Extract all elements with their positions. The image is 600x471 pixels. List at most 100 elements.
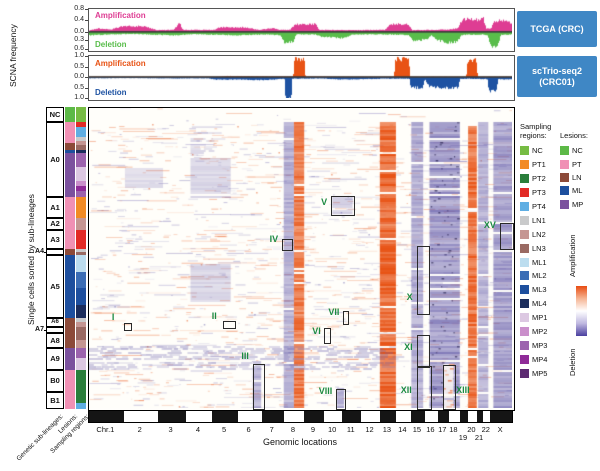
chromosome-label-18: 18 (449, 425, 458, 434)
tcga-badge-label: TCGA (CRC) (530, 23, 584, 34)
sampling-legend-swatch-ML1 (520, 257, 529, 267)
sampling-seg-PT1 (76, 196, 86, 218)
sublineage-box-A9: A9 (46, 347, 64, 370)
sampling-seg-LN3 (76, 332, 86, 340)
sampling-legend-swatch-ML4 (520, 299, 529, 309)
sampling-legend-item-PT3: PT3 (520, 186, 547, 200)
axis-tick-label: 0.0 (74, 73, 84, 80)
lesions-legend-swatch-ML (560, 186, 569, 196)
axis-tick-mark (85, 66, 88, 68)
chromosome-label-15: 15 (412, 425, 422, 434)
annotation-box-XII (416, 366, 432, 410)
sctrio-amplification-label: Amplification (95, 59, 146, 68)
axis-tick-mark (85, 31, 88, 33)
axis-tick-label: 0.3 (74, 36, 84, 44)
chromosome-label-20: 20 (467, 425, 476, 434)
chromosome-label-22: 22 (481, 425, 490, 434)
chromosome-label-17: 17 (438, 425, 447, 434)
annotation-label-XI: XI (404, 341, 413, 352)
sampling-seg-NC (76, 107, 86, 123)
axis-tick-label: 1.0 (74, 52, 84, 59)
sublineage-label-A7: A7 (35, 325, 44, 333)
chromosome-label-16: 16 (426, 425, 435, 434)
chromosome-label-6: 6 (246, 425, 251, 434)
chromosome-band-20 (468, 411, 477, 422)
sampling-seg-ML3 (76, 288, 86, 305)
sampling-legend-label-ML3: ML3 (532, 285, 547, 295)
sampling-legend-label-PT4: PT4 (532, 202, 546, 211)
genetic-sublineages-column-label: Genetic sub-lineages: (15, 413, 65, 463)
sublineage-box-A1: A1 (46, 196, 64, 218)
annotation-label-XII: XII (400, 385, 412, 395)
sampling-seg-MP3 (76, 190, 86, 197)
lesions-legend-item-ML: ML (560, 184, 583, 197)
sampling-legend-swatch-LN2 (520, 229, 529, 239)
lesion-seg-PT (65, 122, 75, 143)
annotation-label-XV: XV (483, 220, 496, 230)
lesions-legend-item-PT: PT (560, 157, 583, 170)
lesions-legend-item-LN: LN (560, 171, 583, 184)
lesion-seg-NC (65, 107, 75, 123)
chromosome-band-10 (323, 411, 343, 422)
sampling-legend-label-ML4: ML4 (532, 299, 547, 309)
chromosome-label-12: 12 (365, 425, 374, 434)
lesion-seg-LN (65, 318, 75, 348)
sampling-legend-item-PT2: PT2 (520, 172, 547, 186)
sampling-legend-label-MP4: MP4 (532, 354, 548, 364)
sampling-seg-PT4 (76, 402, 86, 409)
sampling-seg-LN2 (76, 140, 86, 145)
sampling-legend-item-ML4: ML4 (520, 297, 547, 311)
lesions-legend-label-ML: ML (572, 186, 583, 196)
sctrio-deletion-label: Deletion (95, 88, 127, 97)
sampling-legend-label-PT2: PT2 (532, 174, 546, 184)
sampling-seg-MP1 (76, 167, 86, 181)
sctrio-badge-label-line2: (CRC01) (539, 76, 575, 87)
sublineage-connector (44, 329, 47, 331)
sampling-seg-LN1 (76, 318, 86, 323)
sampling-legend-swatch-PT3 (520, 188, 529, 198)
sublineage-box-B0: B0 (46, 369, 64, 392)
chromosome-label-7: 7 (269, 425, 274, 434)
sampling-legend-label-ML1: ML1 (532, 257, 547, 267)
axis-tick-label: 0.8 (74, 5, 84, 12)
sampling-legend-swatch-PT4 (520, 202, 529, 211)
sampling-legend-swatch-LN3 (520, 243, 529, 253)
sublineage-label-A4: A4 (35, 247, 44, 255)
sampling-legend-item-PT1: PT1 (520, 158, 547, 172)
lesions-legend-label-NC: NC (572, 146, 583, 156)
chromosome-band-8 (283, 411, 305, 422)
lesion-seg-ML (65, 254, 75, 319)
sampling-legend-item-MP4: MP4 (520, 352, 547, 366)
sampling-legend-swatch-MP1 (520, 313, 529, 323)
axis-tick-mark (85, 40, 88, 42)
annotation-label-I: I (111, 312, 115, 323)
annotation-label-IV: IV (269, 234, 279, 245)
sampling-legend: NC PT1 PT2 PT3 PT4 LN1 LN2 LN3 ML1 ML2 ML3 ML4 MP1 MP… (520, 144, 547, 380)
lesion-color-strip (65, 107, 75, 409)
annotation-label-X: X (406, 292, 413, 302)
sampling-seg-LN3 (76, 251, 86, 255)
annotation-box-I (123, 322, 132, 331)
sampling-legend-label-PT3: PT3 (532, 188, 546, 198)
colorbar-deletion-label: Deletion (568, 348, 577, 376)
sampling-legend-label-NC: NC (532, 146, 543, 156)
axis-tick-label: 0.0 (74, 27, 84, 35)
chromosome-label-2: 2 (137, 425, 142, 434)
colorbar-amplification-label: Amplification (568, 234, 577, 278)
tcga-frequency-plot (89, 9, 512, 49)
chromosome-label-4: 4 (195, 425, 201, 434)
sampling-seg-MP2 (76, 180, 86, 187)
scna-heatmap (89, 108, 512, 408)
chromosome-label-14: 14 (398, 425, 407, 434)
sampling-legend-swatch-LN1 (520, 215, 529, 225)
chromosome-label-11: 11 (346, 425, 355, 434)
annotation-label-XIII: XIII (456, 385, 470, 395)
annotation-box-IV (281, 239, 293, 251)
sampling-seg-MP3 (76, 153, 86, 168)
sampling-legend-item-PT4: PT4 (520, 200, 547, 214)
sampling-legend-label-LN1: LN1 (532, 215, 546, 225)
axis-tick-mark (85, 87, 88, 89)
lesions-legend-item-MP: MP (560, 198, 583, 211)
sublineage-box-A3: A3 (46, 229, 64, 249)
